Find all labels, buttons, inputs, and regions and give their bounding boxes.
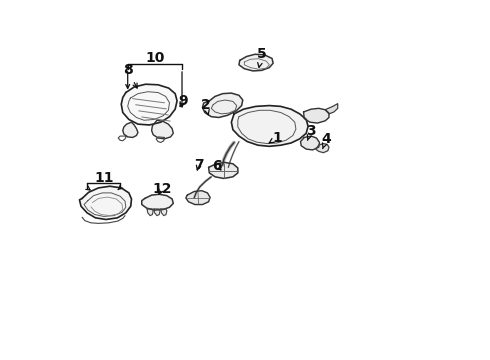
Polygon shape <box>231 105 308 146</box>
Text: 3: 3 <box>306 123 316 140</box>
Text: 9: 9 <box>178 94 188 108</box>
Polygon shape <box>186 191 210 204</box>
Text: 12: 12 <box>152 182 172 196</box>
Text: 7: 7 <box>194 158 203 172</box>
Text: 2: 2 <box>201 98 210 115</box>
Text: 6: 6 <box>212 159 222 173</box>
Polygon shape <box>303 108 329 123</box>
Polygon shape <box>202 93 243 117</box>
Text: 8: 8 <box>123 63 137 88</box>
Polygon shape <box>209 162 238 179</box>
Text: 10: 10 <box>146 51 165 66</box>
Polygon shape <box>142 194 173 210</box>
Polygon shape <box>325 104 338 114</box>
Polygon shape <box>121 84 177 125</box>
Polygon shape <box>147 209 153 216</box>
Text: 1: 1 <box>269 131 282 145</box>
Text: 5: 5 <box>257 47 267 67</box>
Polygon shape <box>151 120 173 139</box>
Polygon shape <box>154 209 160 216</box>
Polygon shape <box>239 54 273 71</box>
Polygon shape <box>123 122 138 138</box>
Polygon shape <box>161 209 167 216</box>
Polygon shape <box>316 144 329 153</box>
Text: 11: 11 <box>94 171 114 185</box>
Polygon shape <box>79 186 131 220</box>
Polygon shape <box>300 136 319 150</box>
Text: 4: 4 <box>321 132 331 149</box>
